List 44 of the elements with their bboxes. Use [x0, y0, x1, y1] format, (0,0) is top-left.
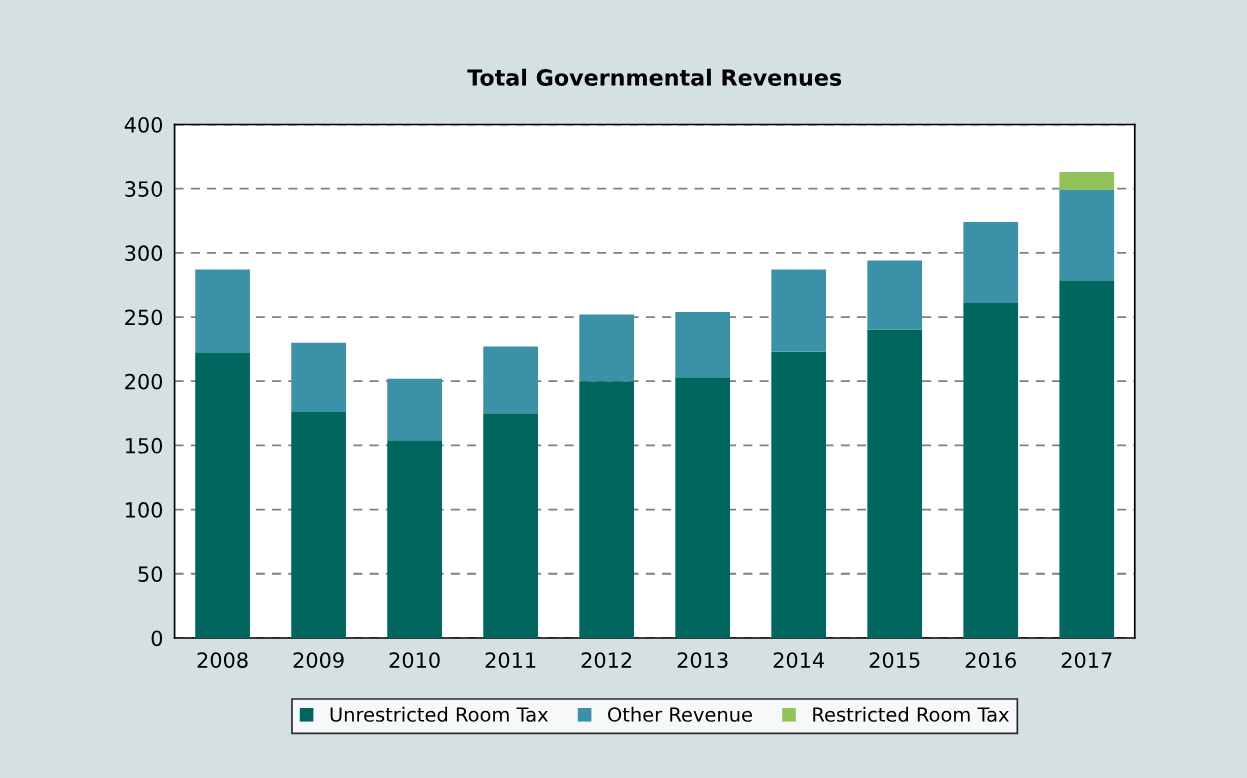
bar [483, 346, 539, 414]
x-tick-label: 2008 [197, 652, 248, 668]
y-tick-label: 200 [125, 373, 163, 390]
bar [675, 377, 731, 638]
y-tick-label: 250 [125, 309, 163, 326]
x-tick-label: 2009 [293, 652, 344, 668]
chart-title: Total Governmental Revenues [467, 68, 842, 86]
x-tick-label: 2010 [389, 652, 440, 668]
bar [771, 351, 827, 638]
y-tick-label: 100 [125, 502, 163, 518]
x-tick-label: 2011 [485, 652, 536, 668]
y-tick-label: 400 [124, 116, 163, 133]
bar [963, 302, 1019, 638]
y-tick-label: 50 [138, 566, 163, 582]
bar [867, 329, 923, 638]
legend-label: Restricted Room Tax [813, 706, 1009, 722]
y-tick-label: 0 [151, 630, 163, 647]
bar [483, 413, 539, 638]
bar [963, 222, 1019, 303]
bar [771, 269, 827, 352]
legend-label: Other Revenue [608, 706, 752, 722]
x-tick-label: 2015 [869, 652, 920, 668]
y-tick-label: 350 [125, 181, 163, 197]
x-tick-label: 2014 [773, 652, 825, 668]
bar [387, 378, 442, 441]
bar [291, 342, 346, 413]
bar [291, 412, 346, 638]
x-tick-label: 2017 [1061, 652, 1112, 668]
bar [579, 314, 635, 382]
bar [195, 352, 250, 638]
y-tick-label: 300 [125, 245, 163, 262]
bar [387, 440, 442, 638]
bar [195, 269, 250, 353]
x-tick-label: 2012 [581, 652, 632, 668]
bar [1059, 171, 1115, 190]
x-tick-label: 2013 [677, 652, 728, 668]
bar [1059, 281, 1115, 638]
bar [867, 260, 923, 330]
bar [675, 311, 731, 378]
y-tick-label: 150 [125, 437, 163, 454]
x-tick-label: 2016 [965, 652, 1016, 668]
legend-label: Unrestricted Room Tax [330, 706, 548, 722]
bar [579, 381, 635, 638]
bar [1059, 189, 1115, 282]
